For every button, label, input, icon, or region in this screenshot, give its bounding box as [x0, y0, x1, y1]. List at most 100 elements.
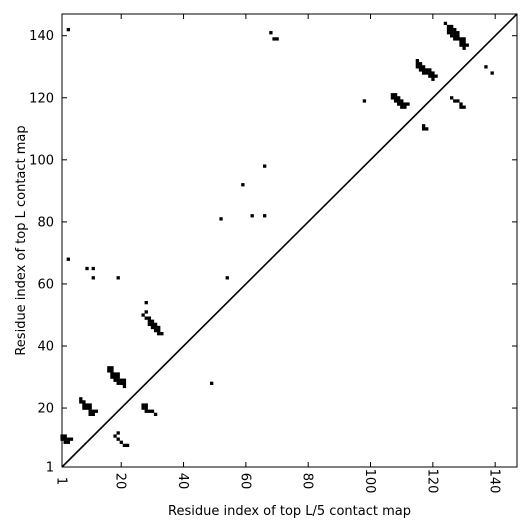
contact-point-upper: [397, 99, 401, 103]
contact-point-upper: [421, 68, 426, 72]
contact-point-lower: [153, 328, 158, 333]
y-axis-label: Residue index of top L contact map: [14, 125, 29, 355]
contact-point-upper: [453, 99, 457, 103]
contact-point-upper: [418, 62, 423, 66]
contact-point-upper: [431, 77, 435, 81]
contact-point-upper: [428, 68, 432, 72]
contact-point-lower: [88, 403, 92, 407]
contact-point-lower: [157, 328, 161, 333]
contact-point-lower: [157, 325, 161, 330]
contact-point-upper: [459, 37, 463, 41]
contact-point-upper: [453, 31, 457, 35]
x-tick-label: 60: [237, 473, 252, 490]
contact-point-lower: [116, 375, 120, 379]
contact-point-lower: [85, 403, 89, 407]
contact-point-lower: [125, 443, 130, 448]
contact-point-lower: [116, 372, 120, 376]
contact-point-lower: [147, 316, 152, 320]
contact-point-upper: [91, 266, 95, 271]
contact-point-lower: [119, 440, 123, 444]
contact-point-lower: [141, 406, 145, 410]
contact-point-lower: [116, 437, 120, 441]
contact-point-lower: [144, 310, 148, 314]
y-tick-label: 120: [29, 91, 54, 106]
contact-point-upper: [431, 74, 435, 78]
contact-point-upper: [453, 27, 457, 32]
contact-point-upper: [446, 27, 451, 32]
contact-point-lower: [160, 332, 164, 336]
contact-point-lower: [119, 381, 123, 385]
contact-point-lower: [147, 319, 152, 323]
contact-point-lower: [82, 406, 86, 410]
contact-point-upper: [406, 102, 410, 106]
x-tick-label: 20: [113, 473, 128, 490]
contact-point-lower: [63, 440, 67, 444]
contact-point-lower: [144, 409, 148, 413]
contact-point-upper: [421, 71, 426, 75]
contact-point-upper: [421, 124, 426, 128]
contact-point-upper: [263, 214, 267, 218]
contact-point-upper: [393, 99, 398, 103]
contact-point-upper: [415, 58, 420, 63]
contact-point-lower: [157, 332, 161, 336]
x-tick-label: 100: [362, 469, 377, 494]
contact-point-upper: [446, 24, 451, 29]
contact-point-lower: [113, 372, 117, 376]
contact-point-lower: [144, 406, 148, 410]
contact-point-upper: [456, 99, 460, 103]
contact-point-upper: [362, 99, 367, 103]
contact-point-lower: [113, 434, 117, 438]
contact-point-lower: [147, 322, 152, 327]
contact-point-upper: [393, 96, 398, 100]
contact-point-upper: [85, 266, 89, 271]
contact-point-upper: [484, 65, 488, 69]
contact-point-upper: [400, 105, 404, 109]
contact-point-upper: [397, 102, 401, 106]
contact-point-lower: [82, 403, 86, 407]
contact-point-upper: [459, 40, 463, 44]
contact-point-lower: [210, 381, 214, 385]
contact-point-lower: [94, 409, 99, 413]
contact-point-upper: [397, 96, 401, 100]
contact-point-lower: [110, 375, 114, 379]
x-tick-label: 1: [54, 477, 69, 485]
contact-point-upper: [462, 43, 466, 47]
contact-point-upper: [456, 37, 460, 41]
contact-point-upper: [272, 37, 276, 41]
diagonal-line-group: [61, 13, 518, 468]
contact-point-upper: [403, 102, 407, 106]
contact-point-upper: [275, 37, 279, 41]
contact-point-lower: [113, 378, 117, 382]
contact-point-upper: [263, 164, 267, 168]
contact-point-upper: [116, 276, 120, 280]
diagonal-line: [61, 13, 518, 468]
contact-point-lower: [141, 403, 145, 407]
contact-point-upper: [431, 71, 435, 75]
contact-point-lower: [150, 409, 155, 413]
contact-point-upper: [269, 31, 273, 35]
contact-point-upper: [241, 183, 245, 187]
contact-point-upper: [462, 105, 466, 109]
contact-point-upper: [456, 34, 460, 38]
y-tick-label: 1: [46, 461, 54, 476]
contact-point-upper: [66, 27, 70, 32]
contact-point-upper: [415, 62, 420, 66]
contact-point-lower: [144, 316, 148, 320]
contact-point-upper: [456, 31, 460, 35]
contact-point-upper: [421, 65, 426, 69]
contact-point-lower: [110, 366, 114, 370]
contact-point-upper: [91, 276, 95, 280]
y-tick-label: 100: [29, 153, 54, 168]
contact-point-lower: [79, 397, 83, 401]
contact-point-lower: [85, 406, 89, 410]
contact-point-upper: [459, 102, 463, 106]
contact-point-lower: [141, 313, 145, 317]
contact-point-upper: [418, 65, 423, 69]
contact-point-upper: [450, 27, 454, 32]
contact-point-upper: [446, 31, 451, 35]
contact-point-upper: [250, 214, 254, 218]
contact-point-upper: [403, 105, 407, 109]
contact-point-upper: [462, 37, 466, 41]
contact-point-lower: [116, 378, 120, 382]
